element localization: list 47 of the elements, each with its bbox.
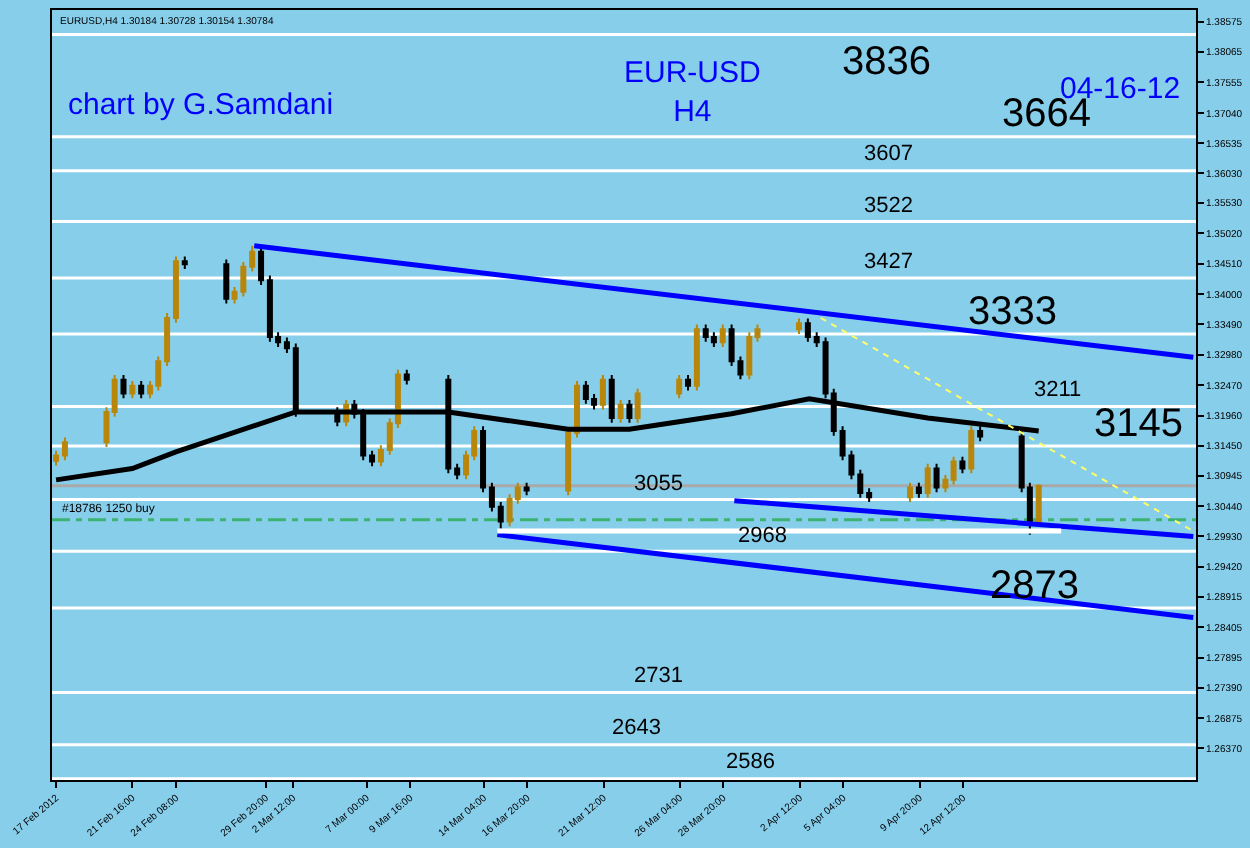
candlestick: [710, 331, 717, 349]
annotation: chart by G.Samdani: [68, 88, 334, 122]
candlestick: [599, 374, 606, 411]
candlestick: [796, 317, 802, 335]
annotation: 2731: [634, 664, 683, 688]
annotation: 2873: [990, 564, 1079, 608]
candlestick: [977, 425, 984, 443]
annotation: 3211: [1034, 378, 1082, 402]
annotation: 3055: [634, 472, 683, 496]
annotation: 2643: [612, 716, 661, 740]
candlestick: [608, 374, 615, 424]
candlestick: [968, 425, 975, 475]
annotation: 3607: [864, 142, 913, 166]
candlestick: [523, 481, 530, 497]
annotation: 3333: [968, 290, 1057, 334]
candlestick: [634, 387, 641, 424]
candlestick: [120, 374, 127, 400]
candlestick: [617, 399, 624, 424]
annotation: 2586: [726, 750, 775, 774]
annotation: 3427: [864, 250, 913, 274]
candlestick: [223, 258, 230, 305]
candlestick: [1035, 483, 1042, 525]
candlestick: [181, 255, 188, 271]
candlestick: [719, 323, 726, 349]
annotation: 2968: [738, 524, 787, 548]
annotation: 3145: [1094, 402, 1183, 446]
candlestick: [626, 399, 633, 424]
candlestick: [950, 455, 957, 486]
text: EUR-USD: [624, 56, 761, 90]
text: H4: [673, 95, 712, 129]
annotation: 3522: [864, 194, 913, 218]
candlestick: [924, 462, 931, 499]
candlestick: [129, 380, 136, 400]
candlestick: [693, 323, 700, 392]
candlestick: [138, 380, 145, 400]
annotation: 3836: [842, 40, 931, 84]
candlestick: [685, 374, 692, 392]
candlestick: [676, 374, 683, 400]
candlestick: [915, 481, 922, 499]
candlestick: [702, 323, 709, 343]
candlestick: [933, 462, 940, 494]
candlestick: [403, 368, 410, 386]
candlestick: [959, 455, 966, 475]
candlestick: [746, 331, 753, 381]
candlestick: [61, 436, 68, 462]
candlestick: [907, 481, 913, 503]
candlestick: [582, 380, 589, 405]
